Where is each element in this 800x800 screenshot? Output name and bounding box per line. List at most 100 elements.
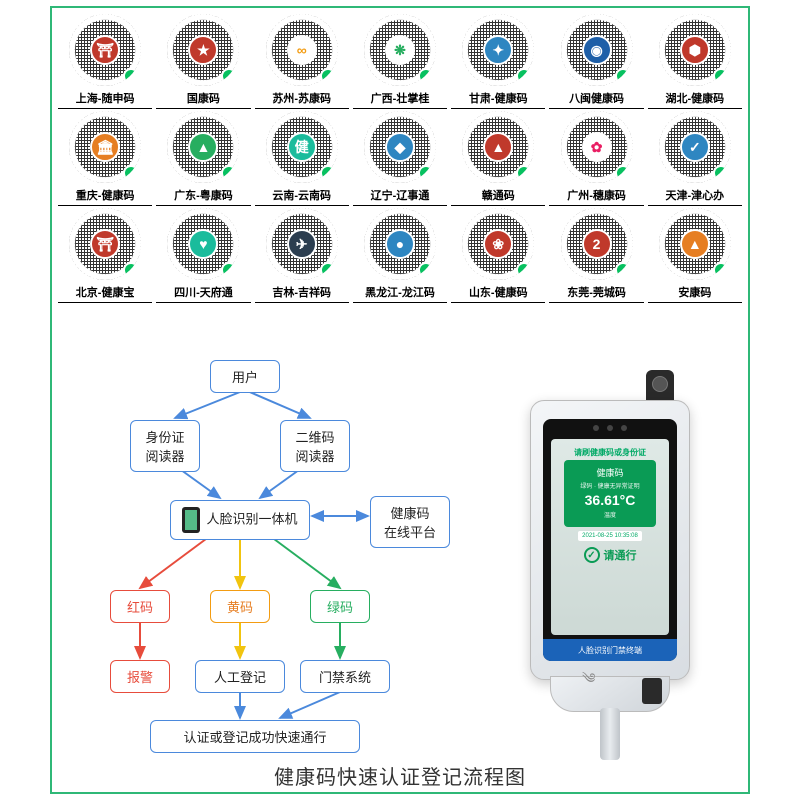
flow-node-access: 门禁系统 — [300, 660, 390, 693]
wechat-badge-icon — [713, 68, 729, 84]
qr-center-icon: ● — [385, 229, 415, 259]
qr-label: 辽宁-辽事通 — [371, 187, 430, 203]
wechat-badge-icon — [123, 68, 139, 84]
health-card: 健康码 绿码 · 健康无异常证明 36.61°C 温度 — [564, 460, 655, 527]
qr-center-icon: ❀ — [483, 229, 513, 259]
qr-item: ▲广东-粤康码 — [156, 111, 250, 206]
qr-item: ✈ 吉林-吉祥码 — [255, 208, 349, 303]
qr-center-icon: 健 — [287, 132, 317, 162]
qr-item: ▲ 赣通码 — [451, 111, 545, 206]
qr-label: 吉林-吉祥码 — [272, 284, 331, 300]
qr-item: ★ 国康码 — [156, 14, 250, 109]
screen-title: 请刷健康码或身份证 — [574, 447, 646, 458]
wechat-badge-icon — [615, 165, 631, 181]
qr-center-icon: ◉ — [582, 35, 612, 65]
qr-item: ●黑龙江-龙江码 — [353, 208, 447, 303]
flow-node-face: 人脸识别一体机 — [170, 500, 310, 540]
timestamp: 2021-08-25 10:35:08 — [578, 531, 642, 541]
wechat-badge-icon — [221, 68, 237, 84]
qr-code-icon: ❋ — [364, 14, 436, 86]
qr-center-icon: ✿ — [582, 132, 612, 162]
wechat-badge-icon — [615, 262, 631, 278]
qr-center-icon: 🏛 — [90, 132, 120, 162]
qr-code-icon: 2 — [561, 208, 633, 280]
qr-code-icon: ⛩ — [69, 14, 141, 86]
wechat-badge-icon — [418, 262, 434, 278]
qr-code-icon: ★ — [167, 14, 239, 86]
flow-node-user: 用户 — [210, 360, 280, 393]
qr-code-icon: ▲ — [167, 111, 239, 183]
flow-arrow — [270, 536, 340, 588]
qr-code-icon: 健 — [266, 111, 338, 183]
device-screen: 请刷健康码或身份证 健康码 绿码 · 健康无异常证明 36.61°C 温度 20… — [543, 419, 677, 661]
qr-item: ⛩ 北京-健康宝 — [58, 208, 152, 303]
qr-label: 天津-津心办 — [666, 187, 725, 203]
wechat-badge-icon — [123, 165, 139, 181]
nfc-icon: ༄ — [582, 662, 595, 702]
check-icon: ✓ — [584, 547, 600, 563]
device-pole — [600, 708, 620, 760]
qr-code-icon: ⛩ — [69, 208, 141, 280]
qr-label: 北京-健康宝 — [76, 284, 135, 300]
qr-code-icon: ◉ — [561, 14, 633, 86]
flow-arrow — [140, 536, 210, 588]
qr-code-icon: 🏛 — [69, 111, 141, 183]
qr-item: 2 东莞-莞城码 — [549, 208, 643, 303]
flow-node-platform: 健康码在线平台 — [370, 496, 450, 548]
qr-label: 广西-壮掌桂 — [371, 90, 430, 106]
flow-node-green: 绿码 — [310, 590, 370, 623]
qr-label: 苏州-苏康码 — [272, 90, 331, 106]
qr-label: 湖北-健康码 — [666, 90, 725, 106]
qr-label: 甘肃-健康码 — [469, 90, 528, 106]
qr-center-icon: ⛩ — [90, 35, 120, 65]
flow-node-red: 红码 — [110, 590, 170, 623]
wechat-badge-icon — [713, 165, 729, 181]
temp-unit: 温度 — [568, 510, 651, 519]
qr-item: 健云南-云南码 — [255, 111, 349, 206]
qr-label: 东莞-莞城码 — [567, 284, 626, 300]
qr-center-icon: ✓ — [680, 132, 710, 162]
qr-label: 重庆-健康码 — [76, 187, 135, 203]
qr-center-icon: 2 — [582, 229, 612, 259]
qr-center-icon: ★ — [188, 35, 218, 65]
qr-center-icon: ✦ — [483, 35, 513, 65]
qr-code-icon: ◆ — [364, 111, 436, 183]
qr-item: ⛩ 上海-随申码 — [58, 14, 152, 109]
qr-code-icon: ▲ — [462, 111, 534, 183]
qr-code-icon: ⬢ — [659, 14, 731, 86]
wechat-badge-icon — [221, 165, 237, 181]
qr-center-icon: ⛩ — [90, 229, 120, 259]
flow-node-yellow: 黄码 — [210, 590, 270, 623]
qr-label: 云南-云南码 — [272, 187, 331, 203]
qr-item: ✿广州-穗康码 — [549, 111, 643, 206]
qr-item: ▲安康码 — [648, 208, 742, 303]
wechat-badge-icon — [516, 165, 532, 181]
kiosk-device: 请刷健康码或身份证 健康码 绿码 · 健康无异常证明 36.61°C 温度 20… — [510, 370, 710, 760]
qr-label: 四川-天府通 — [174, 284, 233, 300]
qr-label: 上海-随申码 — [76, 90, 135, 106]
card-slot — [642, 678, 662, 704]
flow-node-manual: 人工登记 — [195, 660, 285, 693]
qr-label: 赣通码 — [482, 187, 515, 203]
wechat-badge-icon — [516, 68, 532, 84]
qr-code-icon: ❀ — [462, 208, 534, 280]
wechat-badge-icon — [615, 68, 631, 84]
qr-code-icon: ✈ — [266, 208, 338, 280]
qr-center-icon: ✈ — [287, 229, 317, 259]
qr-label: 国康码 — [187, 90, 220, 106]
wechat-badge-icon — [123, 262, 139, 278]
qr-center-icon: ▲ — [483, 132, 513, 162]
qr-item: 🏛 重庆-健康码 — [58, 111, 152, 206]
flowchart: 用户身份证阅读器二维码阅读器人脸识别一体机健康码在线平台红码黄码绿码报警人工登记… — [70, 360, 450, 760]
qr-center-icon: ♥ — [188, 229, 218, 259]
qr-center-icon: ◆ — [385, 132, 415, 162]
qr-item: ♥ 四川-天府通 — [156, 208, 250, 303]
qr-item: ◆ 辽宁-辽事通 — [353, 111, 447, 206]
qr-code-icon: ✓ — [659, 111, 731, 183]
flow-node-alarm: 报警 — [110, 660, 170, 693]
wechat-badge-icon — [320, 262, 336, 278]
qr-code-icon: ✿ — [561, 111, 633, 183]
wechat-badge-icon — [418, 68, 434, 84]
qr-code-icon: ♥ — [167, 208, 239, 280]
qr-label: 安康码 — [678, 284, 711, 300]
